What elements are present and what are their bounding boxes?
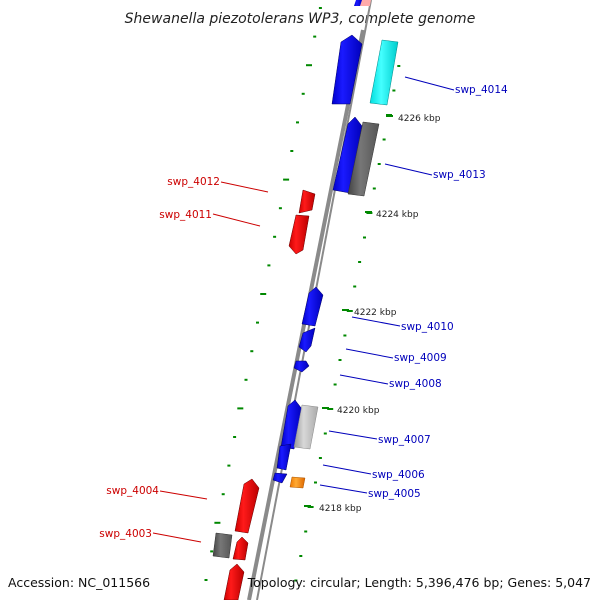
label-swp_4003[interactable]: swp_4003 xyxy=(99,528,152,540)
reverse-gene-labels: swp_4012 swp_4011 swp_4004 swp_4003 xyxy=(99,176,269,543)
label-swp_4008[interactable]: swp_4008 xyxy=(389,378,442,390)
label-swp_4013[interactable]: swp_4013 xyxy=(433,169,486,181)
gene-arrow-gray-swp_4013[interactable] xyxy=(347,121,380,197)
gene-arrow-swp_4003[interactable] xyxy=(232,536,249,561)
gene-arrow-swp_4008[interactable] xyxy=(293,360,310,373)
forward-gene-labels: swp_4014 swp_4013 swp_4010 swp_4009 swp_… xyxy=(319,76,508,500)
label-swp_4012[interactable]: swp_4012 xyxy=(167,176,220,188)
scale-label-4220: 4220 kbp xyxy=(337,406,380,416)
gene-arrow-swp_4009[interactable] xyxy=(298,327,316,353)
scale-label-4218: 4218 kbp xyxy=(319,504,362,514)
accession-text: Accession: NC_011566 xyxy=(8,575,150,590)
label-swp_4011[interactable]: swp_4011 xyxy=(159,209,212,221)
scale-labels: 4226 kbp 4224 kbp 4222 kbp 4220 kbp 4218… xyxy=(304,114,441,514)
label-swp_4006[interactable]: swp_4006 xyxy=(372,469,425,481)
scale-label-4226: 4226 kbp xyxy=(398,114,441,124)
label-swp_4010[interactable]: swp_4010 xyxy=(401,321,454,333)
forward-strand-genes xyxy=(272,0,399,489)
scale-label-4224: 4224 kbp xyxy=(376,210,419,220)
gene-arrow-swp_4012[interactable] xyxy=(298,189,316,214)
genome-summary-text: Topology: circular; Length: 5,396,476 bp… xyxy=(247,575,591,590)
gene-arrow-swp_4005[interactable] xyxy=(289,476,306,489)
gene-arrow-lightgray-swp_4007[interactable] xyxy=(293,404,319,450)
scale-label-4222: 4222 kbp xyxy=(354,308,397,318)
gene-arrow-swp_4011[interactable] xyxy=(288,214,310,255)
scale-tick-track xyxy=(204,7,401,582)
gene-arrow-top[interactable] xyxy=(354,0,362,6)
gene-arrow-swp_4006[interactable] xyxy=(276,443,292,471)
label-swp_4009[interactable]: swp_4009 xyxy=(394,352,447,364)
label-swp_4007[interactable]: swp_4007 xyxy=(378,434,431,446)
gene-arrow-swp_4010[interactable] xyxy=(301,286,324,327)
label-swp_4005[interactable]: swp_4005 xyxy=(368,488,421,500)
gene-arrow-small-swp_4006[interactable] xyxy=(272,472,288,484)
map-title: Shewanella piezotolerans WP3, complete g… xyxy=(125,11,476,27)
gene-arrow-bottom[interactable] xyxy=(223,563,245,600)
label-swp_4004[interactable]: swp_4004 xyxy=(106,485,159,497)
gene-arrow-cyan-swp_4014[interactable] xyxy=(369,39,399,106)
gene-arrow-gray-swp_4003[interactable] xyxy=(212,532,233,559)
label-swp_4014[interactable]: swp_4014 xyxy=(455,84,508,96)
gene-arrow-swp_4014[interactable] xyxy=(331,34,363,105)
gene-arrow-swp_4004[interactable] xyxy=(234,478,260,534)
reverse-strand-genes xyxy=(212,189,316,600)
